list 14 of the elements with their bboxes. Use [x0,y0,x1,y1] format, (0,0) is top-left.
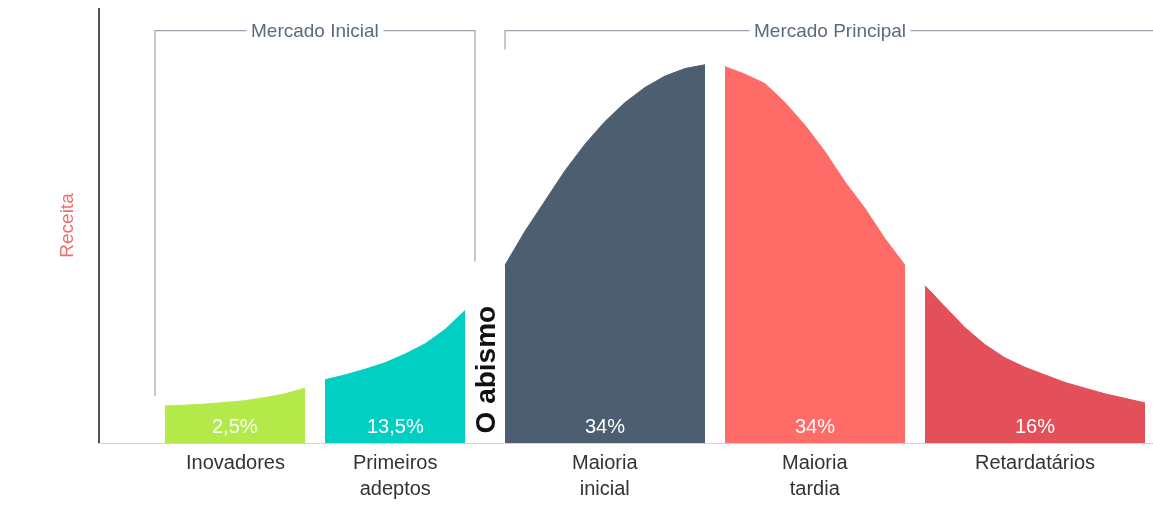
series-label: Retardatários [975,451,1096,473]
series-label: Primeiros adeptos [353,451,438,499]
annotation: 13,5% [367,415,424,437]
annotation: 34% [585,415,626,437]
annotation: O abismo [469,305,501,434]
series-label: Inovadores [186,451,285,473]
text: Mercado Principal [754,20,907,41]
text: Mercado Inicial [251,20,379,41]
series-label: Maioria inicial [572,451,639,499]
annotation: 16% [1015,415,1056,437]
series-label: Maioria tardia [782,451,849,499]
y-axis-title: Receita [55,192,77,258]
annotation: 34% [795,415,836,437]
annotation: 2,5% [212,415,258,437]
